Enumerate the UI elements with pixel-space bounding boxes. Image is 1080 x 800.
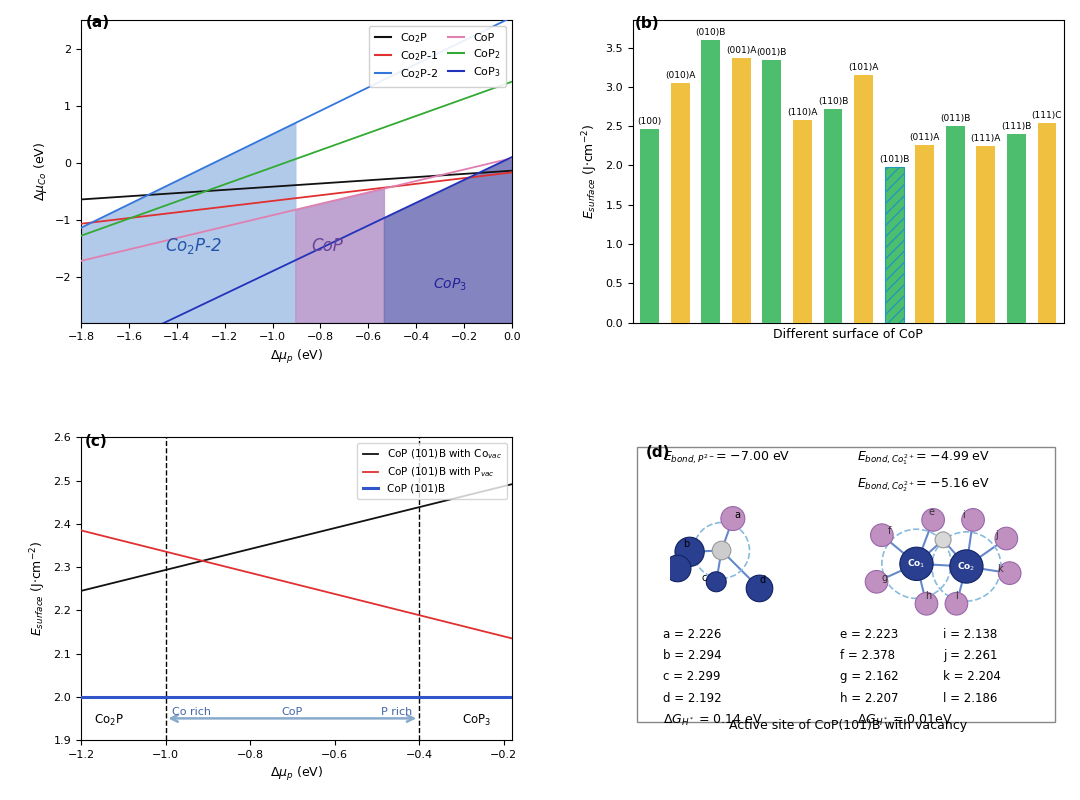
Text: $\Delta G_{H^*}$ = 0.14 eV: $\Delta G_{H^*}$ = 0.14 eV bbox=[663, 713, 762, 728]
Text: CoP: CoP bbox=[282, 707, 302, 717]
Text: P rich: P rich bbox=[381, 707, 413, 717]
Bar bbox=[946, 126, 964, 322]
Bar bbox=[1007, 134, 1026, 322]
Text: (111)C: (111)C bbox=[1031, 110, 1063, 120]
Text: Co rich: Co rich bbox=[172, 707, 211, 717]
Bar bbox=[915, 145, 934, 322]
Y-axis label: $E_{surface}$ (J$\cdot$cm$^{-2}$): $E_{surface}$ (J$\cdot$cm$^{-2}$) bbox=[28, 541, 48, 637]
Text: (111)B: (111)B bbox=[1001, 122, 1031, 130]
X-axis label: $\Delta\mu_p$ (eV): $\Delta\mu_p$ (eV) bbox=[270, 348, 323, 366]
Text: (001)A: (001)A bbox=[726, 46, 756, 54]
Bar bbox=[732, 58, 751, 322]
Y-axis label: $\Delta\mu_{Co}$ (eV): $\Delta\mu_{Co}$ (eV) bbox=[32, 142, 50, 201]
Text: Co$_2$P: Co$_2$P bbox=[94, 713, 123, 728]
Text: (d): (d) bbox=[646, 445, 671, 460]
Text: g = 2.162: g = 2.162 bbox=[839, 670, 899, 683]
Text: (101)A: (101)A bbox=[849, 63, 879, 72]
Legend: CoP (101)B with Co$_{vac}$, CoP (101)B with P$_{vac}$, CoP (101)B: CoP (101)B with Co$_{vac}$, CoP (101)B w… bbox=[357, 442, 507, 498]
Bar bbox=[793, 120, 812, 322]
Text: (011)B: (011)B bbox=[940, 114, 971, 123]
Text: CoP: CoP bbox=[311, 237, 342, 255]
Text: CoP$_3$: CoP$_3$ bbox=[461, 713, 490, 728]
FancyBboxPatch shape bbox=[637, 446, 1055, 722]
Text: (001)B: (001)B bbox=[757, 48, 787, 57]
Text: j = 2.261: j = 2.261 bbox=[943, 650, 998, 662]
Bar bbox=[976, 146, 996, 322]
Bar bbox=[824, 109, 842, 322]
Text: c = 2.299: c = 2.299 bbox=[663, 670, 720, 683]
Text: (c): (c) bbox=[85, 434, 108, 449]
Legend: Co$_2$P, Co$_2$P-1, Co$_2$P-2, CoP, CoP$_2$, CoP$_3$: Co$_2$P, Co$_2$P-1, Co$_2$P-2, CoP, CoP$… bbox=[369, 26, 507, 86]
Text: l = 2.186: l = 2.186 bbox=[943, 691, 998, 705]
Y-axis label: $E_{surface}$ (J$\cdot$cm$^{-2}$): $E_{surface}$ (J$\cdot$cm$^{-2}$) bbox=[580, 123, 599, 219]
Text: i = 2.138: i = 2.138 bbox=[943, 628, 997, 641]
Text: Active site of CoP(101)B with vacancy: Active site of CoP(101)B with vacancy bbox=[729, 719, 968, 733]
Text: (b): (b) bbox=[634, 16, 659, 31]
Text: k = 2.204: k = 2.204 bbox=[943, 670, 1001, 683]
Text: (110)A: (110)A bbox=[787, 108, 818, 117]
Bar bbox=[1038, 123, 1056, 322]
Bar bbox=[762, 60, 781, 322]
Text: (011)A: (011)A bbox=[909, 133, 940, 142]
Text: $\Delta G_{H^*}$ = 0.01eV: $\Delta G_{H^*}$ = 0.01eV bbox=[856, 713, 953, 728]
Text: (101)B: (101)B bbox=[879, 154, 909, 164]
Text: (111)A: (111)A bbox=[971, 134, 1001, 142]
Text: f = 2.378: f = 2.378 bbox=[839, 650, 894, 662]
Text: e = 2.223: e = 2.223 bbox=[839, 628, 897, 641]
Text: (010)B: (010)B bbox=[696, 27, 726, 37]
Text: $E_{bond,Co_2^{2+}}$= $-$5.16 eV: $E_{bond,Co_2^{2+}}$= $-$5.16 eV bbox=[856, 477, 990, 494]
Text: $E_{bond,P^{2-}}$= $-$7.00 eV: $E_{bond,P^{2-}}$= $-$7.00 eV bbox=[663, 450, 791, 466]
Bar bbox=[671, 83, 690, 322]
X-axis label: $\Delta\mu_p$ (eV): $\Delta\mu_p$ (eV) bbox=[270, 766, 323, 783]
Text: (a): (a) bbox=[85, 15, 110, 30]
Text: $E_{bond,Co_1^{2+}}$= $-$4.99 eV: $E_{bond,Co_1^{2+}}$= $-$4.99 eV bbox=[856, 450, 990, 467]
Bar bbox=[854, 75, 873, 322]
Bar bbox=[885, 167, 904, 322]
Text: CoP$_3$: CoP$_3$ bbox=[433, 276, 467, 293]
Text: Co$_2$P-2: Co$_2$P-2 bbox=[165, 236, 222, 256]
Text: (110)B: (110)B bbox=[818, 97, 848, 106]
Text: d = 2.192: d = 2.192 bbox=[663, 691, 721, 705]
Text: a = 2.226: a = 2.226 bbox=[663, 628, 721, 641]
Bar bbox=[640, 130, 659, 322]
X-axis label: Different surface of CoP: Different surface of CoP bbox=[773, 328, 923, 341]
Bar bbox=[701, 40, 720, 322]
Text: (010)A: (010)A bbox=[665, 70, 696, 80]
Text: (100): (100) bbox=[637, 117, 662, 126]
Text: b = 2.294: b = 2.294 bbox=[663, 650, 721, 662]
Text: h = 2.207: h = 2.207 bbox=[839, 691, 899, 705]
